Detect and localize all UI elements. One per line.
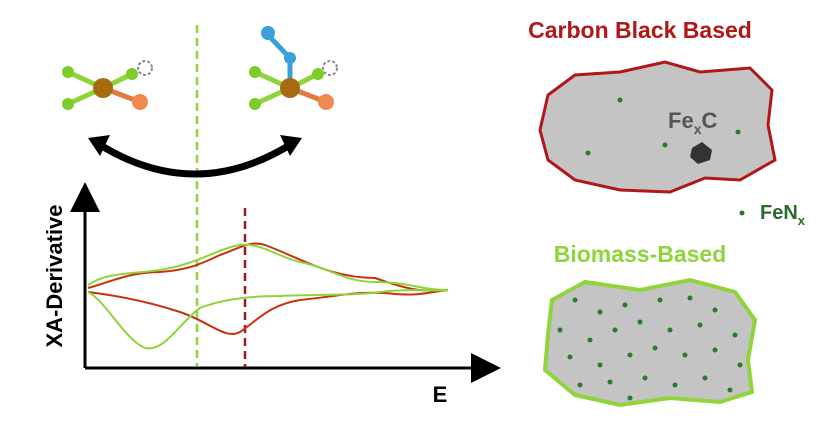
particle <box>542 277 758 408</box>
dots <box>585 97 741 156</box>
molecule <box>249 26 338 110</box>
text: Fe <box>668 108 694 133</box>
particle-label: FexC <box>668 108 717 137</box>
molecule <box>62 60 153 110</box>
panel-title: Biomass-Based <box>554 241 727 267</box>
fe-c-particle <box>690 142 712 164</box>
dots <box>557 295 743 401</box>
panel-title: Carbon Black Based <box>528 17 752 43</box>
legend-dot <box>739 210 745 216</box>
transition-arrow <box>95 140 295 178</box>
x-axis-label: E <box>433 382 448 407</box>
text: FeN <box>760 202 798 224</box>
legend-label: FeNx <box>760 202 806 228</box>
text: x <box>798 213 806 228</box>
curves <box>87 242 449 350</box>
y-axis-label: XA-Derivative <box>42 204 67 347</box>
text: x <box>694 121 702 137</box>
text: C <box>701 108 717 133</box>
particle <box>538 60 777 194</box>
